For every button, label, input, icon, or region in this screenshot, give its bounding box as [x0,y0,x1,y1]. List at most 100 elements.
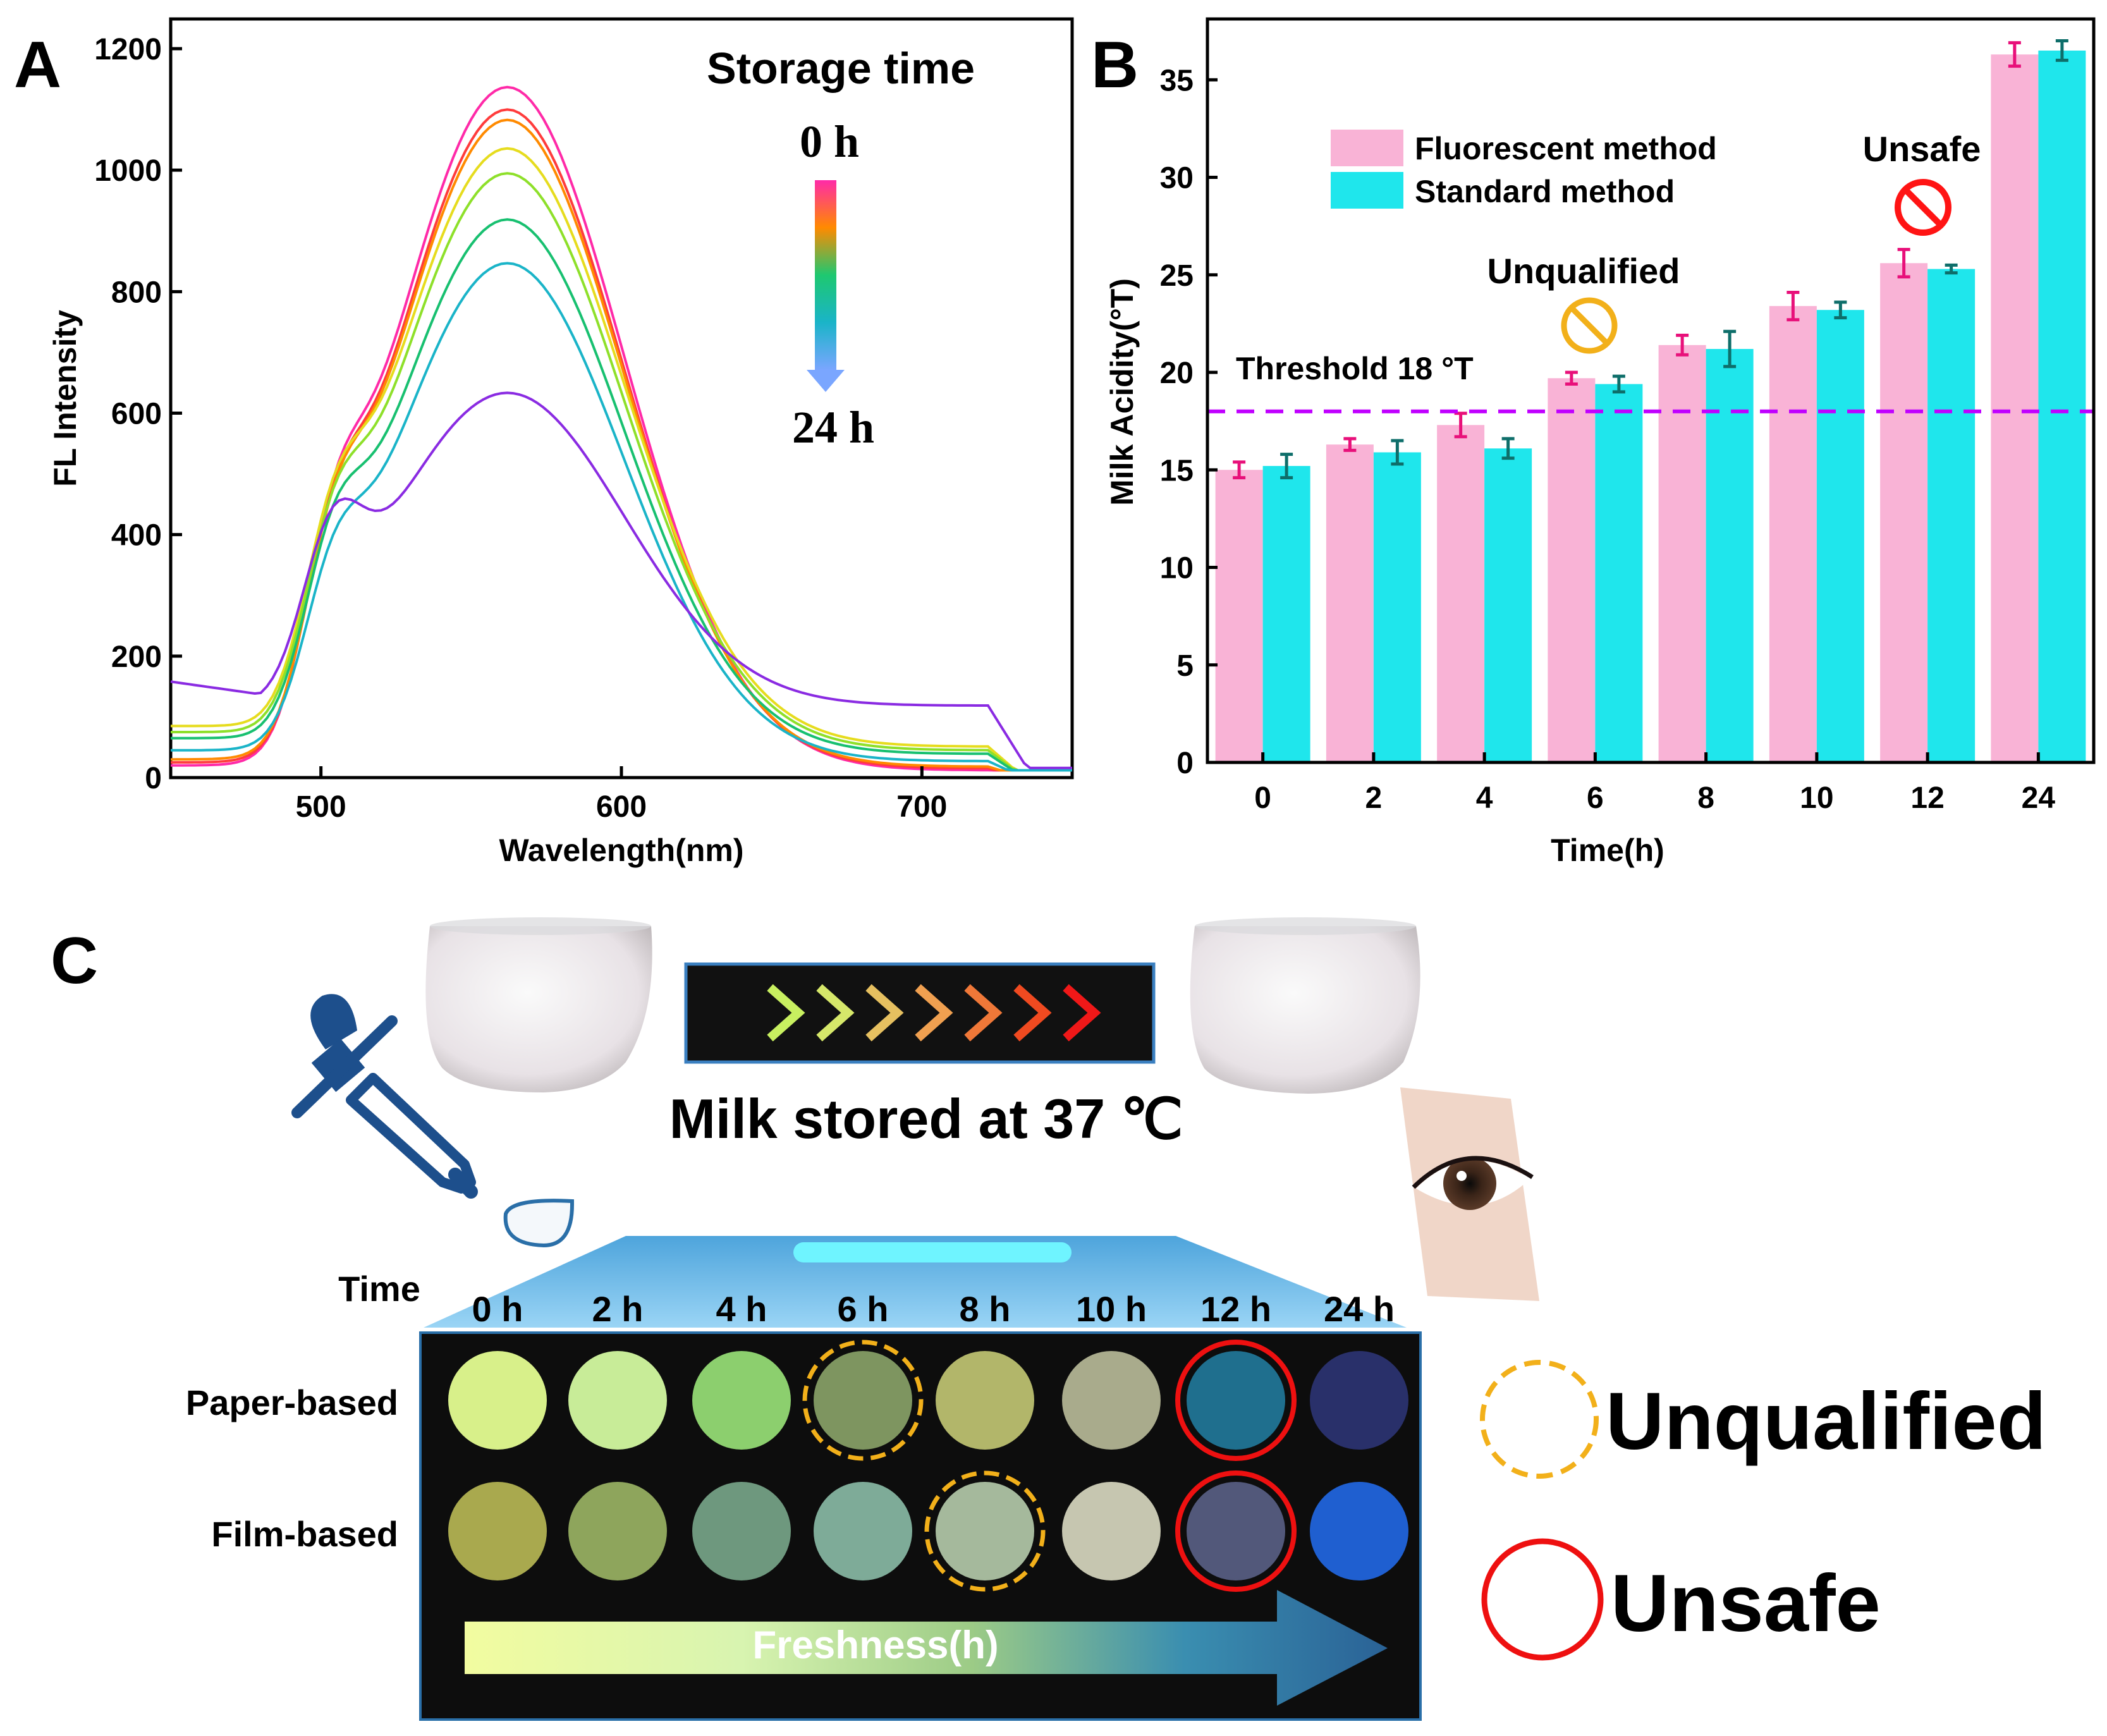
milk-flask-stored [1190,917,1420,1094]
bar-fluorescent [1658,345,1706,762]
unqualified-marker [924,1470,1046,1592]
film-sensor-spot [692,1482,791,1580]
y-tick-label-b: 10 [1160,552,1194,585]
legend-label-standard: Standard method [1415,174,1675,209]
time-point-label: 24 h [1324,1289,1395,1329]
uv-lamp [793,1242,1072,1262]
bar-standard [1927,269,1976,762]
bar-fluorescent [1769,306,1817,762]
progress-chevron-icon [915,984,953,1042]
row-label-paper: Paper-based [186,1383,398,1422]
paper-sensor-spot [936,1351,1034,1450]
x-axis-ticks-b: 0 2 4 6 8 10 12 24 [1254,752,2055,815]
film-sensor-spot [448,1482,547,1580]
spectrum-line-3 [171,147,1072,772]
y-axis-ticks: 0 200 400 600 800 1000 1200 [94,33,182,795]
x-axis-ticks: 500 600 700 [296,766,947,824]
y-tick-label: 0 [145,762,162,795]
freshness-arrow [465,1590,1388,1706]
milk-storage-caption: Milk stored at 37 ℃ [669,1087,1183,1150]
y-tick-label-b: 35 [1160,64,1194,97]
paper-sensor-spot [1187,1351,1285,1450]
uv-glow [424,1236,1407,1328]
film-sensor-spot [1187,1482,1285,1580]
x-tick-label-b: 2 [1365,781,1383,815]
spectrum-line-2 [170,118,1072,772]
bar-standard [1595,384,1643,762]
paper-sensor-spot [814,1351,912,1450]
x-tick-label-b: 10 [1800,781,1833,815]
unqualified-icon [1561,297,1618,354]
plot-frame-b [1206,17,2096,764]
legend-unqualified-label: Unqualified [1606,1376,2046,1467]
storage-progress-arrows [767,984,1101,1042]
fluorescence-spectra-chart: 0 200 400 600 800 1000 1200 500 600 700 Waveleng… [47,17,1074,868]
progress-chevron-icon [865,984,904,1042]
panel-c-label: C [51,924,98,998]
bar-standard [1373,452,1421,762]
film-sensor-spot [936,1482,1034,1580]
panel-a-label: A [14,28,61,102]
x-tick-label-b: 6 [1587,781,1604,815]
x-tick-label: 600 [596,790,647,824]
paper-sensor-spot [1310,1351,1408,1450]
bar-fluorescent [1437,425,1485,762]
legend-unqualified-marker [1480,1360,1599,1479]
legend-start-label: 0 h [800,116,859,167]
bar-standard [1816,310,1864,762]
y-tick-label-b: 30 [1160,162,1194,195]
y-tick-label: 1000 [94,154,162,188]
bar-standard [1262,466,1310,762]
y-tick-label: 400 [111,519,162,553]
film-sensor-spot [814,1482,912,1580]
row-label-film: Film-based [211,1514,398,1554]
x-tick-label: 500 [296,790,346,824]
x-tick-label: 700 [896,790,947,824]
x-tick-label-b: 4 [1476,781,1493,815]
bar-standard [2038,50,2086,763]
paper-sensor-spot [448,1351,547,1450]
eye-icon [1400,1087,1539,1301]
spectra-series-group [170,85,1072,772]
progress-chevron-icon [964,984,1003,1042]
freshness-label: Freshness(h) [752,1623,998,1667]
time-point-label: 6 h [838,1289,889,1329]
y-axis-label-b: Milk Acidity(°T) [1104,278,1140,506]
time-point-label: 10 h [1076,1289,1147,1329]
spectrum-line-5 [171,218,1072,772]
paper-sensor-spot [568,1351,667,1450]
bar-fluorescent [1548,378,1596,762]
x-axis-label-b: Time(h) [1551,833,1664,868]
bar-standard [1484,448,1532,762]
storage-progress-box [684,962,1156,1064]
time-point-label: 0 h [472,1289,523,1329]
spectrum-line-4 [171,172,1072,772]
milk-drop-icon [503,1199,574,1248]
time-point-label: 8 h [960,1289,1011,1329]
bar-fluorescent [1215,470,1263,762]
time-point-label: 4 h [716,1289,767,1329]
legend-unsafe-marker [1481,1538,1604,1661]
progress-chevron-icon [1063,984,1101,1042]
bar-standard [1706,348,1754,762]
time-point-labels: 0 h 2 h 4 h 6 h 8 h 10 h 12 h 24 h [472,1289,1395,1329]
bar-fluorescent [1991,54,2039,762]
spectrum-line-7 [170,391,1072,769]
x-tick-label-b: 12 [1910,781,1944,815]
legend-label-fluorescent: Fluorescent method [1415,131,1717,166]
time-row-label: Time [338,1269,420,1309]
unsafe-marker [1175,1340,1297,1461]
legend-swatch-standard [1331,172,1403,209]
bar-fluorescent [1326,444,1374,762]
annotation-unsafe: Unsafe [1863,129,1981,169]
bar-fluorescent [1880,263,1928,762]
legend-end-label: 24 h [792,402,874,453]
legend-arrow-head [807,370,845,392]
film-sensor-spot [1062,1482,1161,1580]
panel-b-label: B [1091,28,1139,102]
x-tick-label-b: 24 [2022,781,2056,815]
threshold-label: Threshold 18 °T [1236,351,1474,386]
time-point-label: 2 h [592,1289,644,1329]
